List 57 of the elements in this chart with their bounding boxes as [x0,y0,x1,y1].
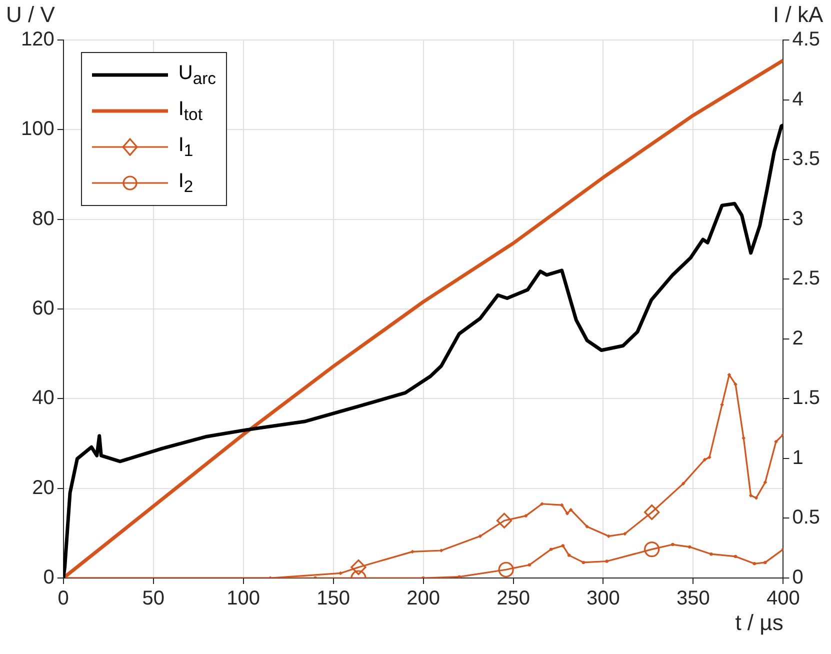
y-tick-label: 40 [32,387,54,410]
point [742,436,746,440]
point [478,534,482,538]
x-tick-label: 0 [58,588,69,610]
point [754,496,758,500]
y2-tick-label: 1 [792,446,804,469]
x-tick-label: 100 [226,588,260,610]
point [607,534,610,538]
y2-tick-label: 2 [792,327,804,350]
y2-tick-label: 0.5 [792,506,820,529]
y-tick-label: 120 [20,28,54,51]
legend-label: I$_{1}$ [178,134,194,160]
x-tick-label: 150 [316,588,350,610]
point [708,456,712,459]
y-tick-label: 20 [32,476,54,499]
x-tick-label: 250 [496,588,530,610]
y2-tick-label: 3.5 [792,148,820,170]
y2-tick-label: 4 [792,88,804,110]
point [540,502,544,506]
y2-tick-label: 2.5 [792,268,820,290]
x-axis-title: t / µs [735,610,784,636]
x-tick-label: 350 [676,588,710,610]
y-tick-label: 100 [20,118,54,140]
y-tick-label: 60 [32,298,54,320]
y2-tick-label: 1.5 [792,387,820,410]
legend-label: U$_{arc}$ [178,62,216,88]
point [764,480,767,484]
y2-tick-label: 4.5 [792,28,820,51]
point [682,482,685,486]
point [566,512,569,516]
point [749,494,752,498]
point [498,562,514,578]
x-tick-label: 200 [406,588,440,610]
point [585,524,589,528]
point [560,503,564,507]
point [644,542,660,558]
point [720,403,724,406]
point [524,514,528,518]
point [440,548,443,552]
point [703,458,706,462]
y2-axis-title: I / kA [773,2,824,28]
point [569,508,572,512]
legend-label: I$_{2}$ [178,170,194,196]
y-tick-label: 0 [43,566,54,589]
y-axis-title: U / V [6,2,55,28]
y-tick-label: 80 [32,208,54,230]
x-tick-label: 50 [142,588,164,610]
x-tick-label: 400 [766,588,800,610]
legend-label: I$_{tot}$ [178,98,202,124]
point [623,532,626,536]
point [774,440,778,444]
y2-tick-label: 0 [792,566,804,589]
point [338,572,342,575]
y2-tick-label: 3 [792,208,804,230]
point [410,550,414,554]
point [734,382,738,386]
x-tick-label: 300 [586,588,620,610]
